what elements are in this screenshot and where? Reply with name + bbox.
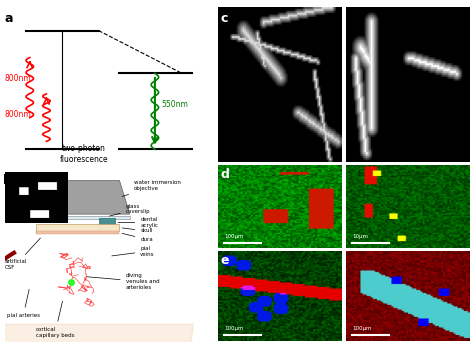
Polygon shape — [36, 224, 119, 231]
Text: e: e — [220, 254, 229, 267]
Text: two-photon
fluorescence: two-photon fluorescence — [60, 144, 108, 163]
Text: 800nm: 800nm — [5, 110, 31, 119]
Text: 550nm: 550nm — [161, 100, 188, 109]
Text: 100μm: 100μm — [224, 326, 244, 331]
Text: 10μm: 10μm — [352, 234, 368, 239]
Polygon shape — [46, 180, 130, 214]
Text: pial
veins: pial veins — [112, 246, 155, 257]
Text: 800nm: 800nm — [5, 74, 31, 83]
Text: skull: skull — [122, 228, 153, 234]
FancyBboxPatch shape — [46, 216, 130, 219]
Text: water immersion
objective: water immersion objective — [122, 180, 181, 196]
Text: 100μm: 100μm — [352, 326, 372, 331]
Text: dura: dura — [122, 233, 153, 242]
Text: 100μm: 100μm — [224, 234, 244, 239]
Text: d: d — [220, 168, 229, 181]
FancyBboxPatch shape — [99, 217, 115, 229]
Text: a: a — [5, 12, 13, 25]
Polygon shape — [36, 231, 119, 234]
Text: dental
acrylic: dental acrylic — [118, 217, 158, 228]
Text: pial arteries: pial arteries — [7, 289, 40, 318]
Text: c: c — [220, 11, 228, 24]
Text: b: b — [3, 174, 11, 187]
Text: diving
venules and
arterioles: diving venules and arterioles — [87, 273, 159, 290]
Text: glass
coverslip: glass coverslip — [109, 204, 150, 216]
Text: cortical
capillary beds: cortical capillary beds — [36, 301, 74, 337]
Text: artificial
CSF: artificial CSF — [5, 238, 40, 270]
